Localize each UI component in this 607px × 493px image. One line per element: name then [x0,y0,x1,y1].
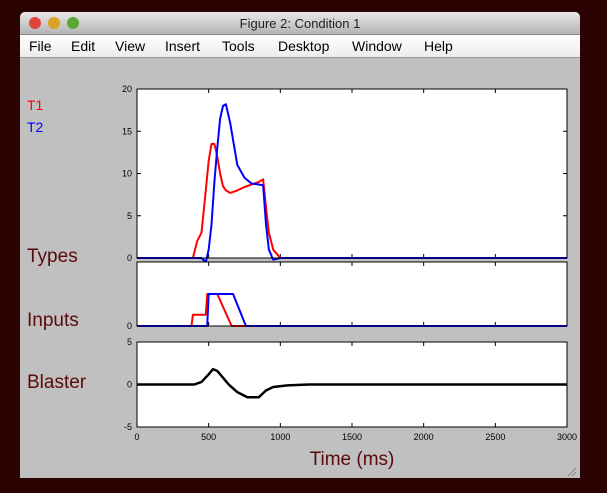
menu-item[interactable]: Help [424,38,453,54]
axes-box [136,341,568,428]
plot-area [137,262,567,326]
y-tick-label: 5 [127,211,132,221]
x-tick-label: 500 [201,432,216,442]
x-tick-label: 3000 [557,432,577,442]
menu-item[interactable]: Tools [222,38,255,54]
axes-box [136,88,568,259]
y-tick-label: 0 [127,253,132,263]
x-tick-label: 2000 [414,432,434,442]
legend-entry: T2 [27,119,44,135]
y-axis-label: Types [27,246,78,267]
y-tick-label: 15 [122,126,132,136]
plot-area [137,89,567,258]
menu-item[interactable]: Insert [165,38,201,54]
menu-bar: File Edit View Insert Tools Desktop Wind… [20,35,580,58]
legend-entry: T1 [27,97,44,113]
x-tick-label: 1000 [270,432,290,442]
data-line [137,142,567,259]
x-tick-label: 2500 [485,432,505,442]
data-line [137,103,567,264]
resize-grip [567,467,577,477]
y-axis-label: Inputs [27,310,79,331]
data-line [137,367,567,399]
y-axis-label: Blaster [27,372,87,393]
menu-item[interactable]: Window [352,38,402,54]
y-tick-label: 20 [122,84,132,94]
y-tick-label: 0 [127,321,132,331]
menu-item[interactable]: Edit [71,38,96,54]
y-tick-label: 10 [122,169,132,179]
close-button[interactable] [29,17,41,29]
menu-item[interactable]: Desktop [278,38,330,54]
minimize-button[interactable] [48,17,60,29]
y-tick-label: 5 [127,337,132,347]
title-bar: Figure 2: Condition 1 [20,12,580,35]
x-tick-label: 1500 [342,432,362,442]
y-tick-label: -5 [124,422,132,432]
y-tick-label: 0 [127,380,132,390]
axes-box [136,261,568,327]
menu-item[interactable]: View [115,38,146,54]
zoom-button[interactable] [67,17,79,29]
menu-item[interactable]: File [29,38,52,54]
window-title: Figure 2: Condition 1 [239,16,361,31]
x-tick-label: 0 [134,432,139,442]
x-axis-label: Time (ms) [310,449,395,470]
